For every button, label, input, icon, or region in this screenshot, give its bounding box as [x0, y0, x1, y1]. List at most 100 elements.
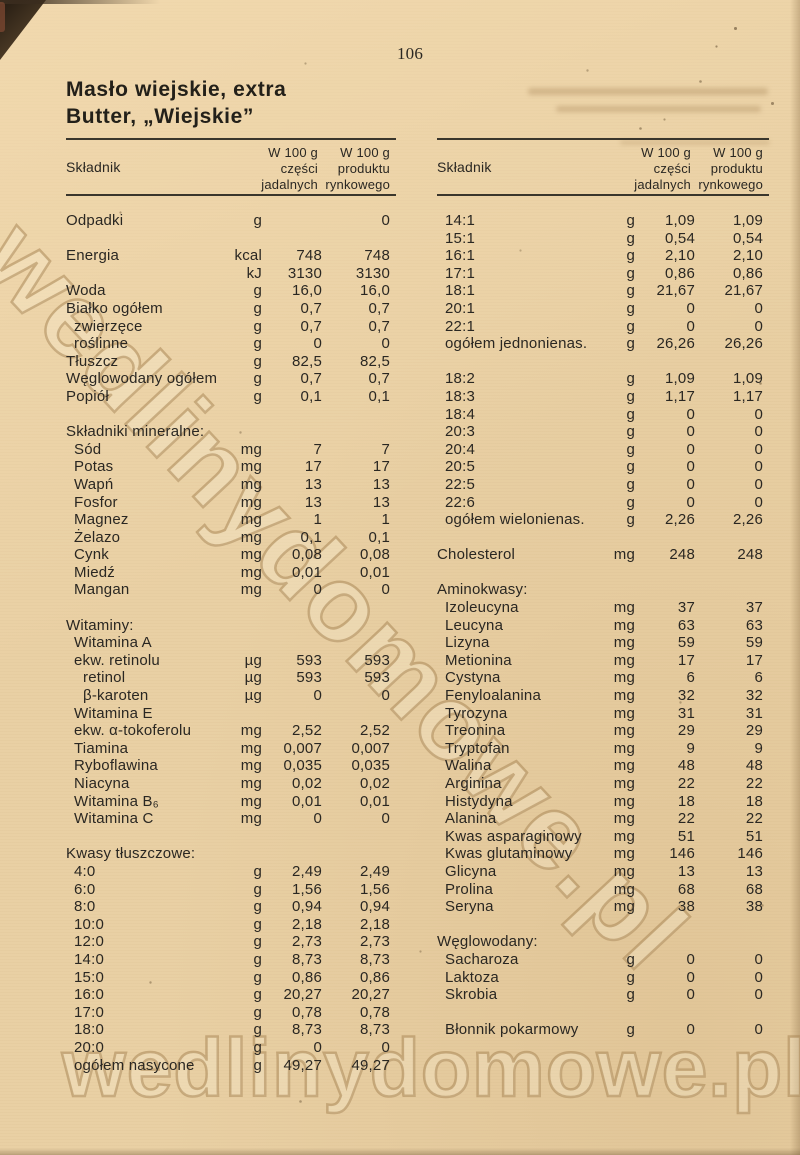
row-label: Ryboflawina — [74, 757, 158, 775]
row-unit: g — [253, 317, 262, 335]
row-unit: mg — [613, 898, 635, 916]
row-label: Treonina — [445, 722, 506, 740]
row-value-market: 0 — [754, 317, 763, 335]
row-unit: mg — [613, 546, 635, 564]
row-value-edible: 0,7 — [300, 370, 322, 388]
row-value-market: 0,08 — [360, 546, 390, 564]
row-unit: g — [253, 968, 262, 986]
section-heading: Składniki mineralne: — [66, 423, 205, 441]
row-value-market: 0,7 — [368, 317, 390, 335]
row-value-edible: 748 — [296, 247, 322, 265]
table-row: Fenyloalanina mg 32 32 — [437, 687, 763, 705]
table-row: retinol µg 593 593 — [66, 669, 390, 687]
row-value-market: 593 — [364, 651, 390, 669]
scan-top-edge-shadow — [0, 0, 160, 4]
table-row: β-karoten µg 0 0 — [66, 687, 390, 705]
row-value-edible: 6 — [686, 669, 695, 687]
row-value-market: 0,94 — [360, 898, 390, 916]
row-value-market: 32 — [745, 687, 763, 705]
row-unit: mg — [613, 616, 635, 634]
row-unit: mg — [240, 546, 262, 564]
row-unit: g — [626, 950, 635, 968]
row-value-market: 17 — [372, 458, 390, 476]
row-value-market: 8,73 — [360, 1021, 390, 1039]
section-heading: Aminokwasy: — [437, 581, 528, 599]
row-value-market: 8,73 — [360, 950, 390, 968]
row-unit: mg — [613, 722, 635, 740]
row-label: Lizyna — [445, 634, 490, 652]
table-row: 15:1 g 0,54 0,54 — [437, 230, 763, 248]
table-row: 16:0 g 20,27 20,27 — [66, 986, 390, 1004]
row-label: 12:0 — [74, 933, 104, 951]
scan-right-edge-shadow — [790, 0, 800, 1155]
row-unit: g — [253, 387, 262, 405]
row-label: Fenyloalanina — [445, 687, 541, 705]
section-heading-row: Kwasy tłuszczowe: — [66, 845, 390, 863]
row-value-market: 1 — [381, 511, 390, 529]
row-unit: mg — [240, 581, 262, 599]
row-unit: g — [626, 511, 635, 529]
row-label: retinol — [83, 669, 126, 687]
row-unit: g — [626, 423, 635, 441]
row-label: 18:1 — [445, 282, 475, 300]
row-value-edible: 0 — [313, 1038, 322, 1056]
row-value-edible: 7 — [313, 440, 322, 458]
row-label: 20:3 — [445, 423, 475, 441]
table-row: Wapń mg 13 13 — [66, 476, 390, 494]
row-value-edible: 0,1 — [300, 528, 322, 546]
row-label: Witamina C — [74, 810, 154, 828]
row-value-market: 0,01 — [360, 792, 390, 810]
row-unit: µg — [244, 687, 262, 705]
row-unit: mg — [613, 687, 635, 705]
row-value-edible: 2,10 — [665, 247, 695, 265]
table-row: 20:0 g 0 0 — [66, 1039, 390, 1057]
table-row: Witamina A — [66, 634, 390, 652]
table-row: Kwas glutaminowy mg 146 146 — [437, 845, 763, 863]
row-value-market: 1,09 — [733, 370, 763, 388]
row-value-market: 248 — [737, 546, 763, 564]
row-value-edible: 68 — [677, 880, 695, 898]
table-row: 17:0 g 0,78 0,78 — [66, 1004, 390, 1022]
row-value-market: 82,5 — [360, 352, 390, 370]
table-row: ekw. retinolu µg 593 593 — [66, 652, 390, 670]
row-value-market: 0 — [754, 423, 763, 441]
row-value-market: 13 — [745, 862, 763, 880]
row-label: Leucyna — [445, 616, 504, 634]
row-value-market: 3130 — [355, 264, 390, 282]
row-unit: g — [253, 933, 262, 951]
row-value-market: 22 — [745, 810, 763, 828]
nutrition-table-left: Składnik W 100 g części jadalnych W 100 … — [66, 138, 396, 1074]
row-value-market: 2,49 — [360, 862, 390, 880]
row-value-edible: 48 — [677, 757, 695, 775]
row-unit: µg — [244, 651, 262, 669]
table-row: Lizyna mg 59 59 — [437, 634, 763, 652]
row-label: Kwas glutaminowy — [445, 845, 573, 863]
row-value-edible: 1,09 — [665, 370, 695, 388]
table-row: Walina mg 48 48 — [437, 757, 763, 775]
row-value-edible: 0,007 — [283, 739, 322, 757]
table-row: Laktoza g 0 0 — [437, 969, 763, 987]
row-value-edible: 0,86 — [292, 968, 322, 986]
row-value-market: 2,73 — [360, 933, 390, 951]
row-value-market: 29 — [745, 722, 763, 740]
table-row: Skrobia g 0 0 — [437, 986, 763, 1004]
row-label: 20:5 — [445, 458, 475, 476]
paper-specks — [0, 0, 1, 1]
row-value-market: 48 — [745, 757, 763, 775]
row-value-edible: 20,27 — [283, 986, 322, 1004]
row-value-market: 0 — [381, 687, 390, 705]
row-unit: g — [626, 299, 635, 317]
row-value-market: 17 — [745, 651, 763, 669]
section-heading: Węglowodany: — [437, 933, 538, 951]
row-label: 15:0 — [74, 968, 104, 986]
row-unit: mg — [613, 634, 635, 652]
row-value-edible: 13 — [304, 493, 322, 511]
row-unit: g — [253, 915, 262, 933]
row-label: Sacharoza — [445, 950, 519, 968]
table-row: Cholesterol mg 248 248 — [437, 546, 763, 564]
row-value-market: 0 — [754, 405, 763, 423]
row-value-market: 2,18 — [360, 915, 390, 933]
row-label: Alanina — [445, 810, 497, 828]
table-row: Sacharoza g 0 0 — [437, 951, 763, 969]
